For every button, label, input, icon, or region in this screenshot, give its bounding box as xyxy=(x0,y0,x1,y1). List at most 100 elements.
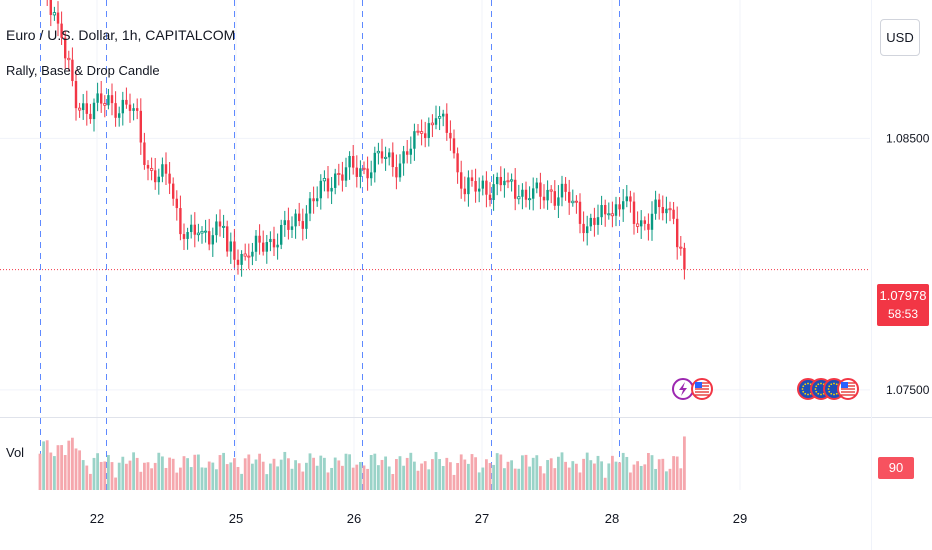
eu-star xyxy=(820,382,822,385)
volume-bar xyxy=(593,463,596,490)
candle-up xyxy=(496,176,499,185)
volume-bar xyxy=(373,453,377,490)
volume-bar xyxy=(589,460,593,490)
candle-down xyxy=(419,131,424,134)
eu-star xyxy=(830,383,833,386)
candle-up xyxy=(509,179,514,182)
eu-star xyxy=(802,385,805,388)
candle-down xyxy=(449,132,452,139)
candle-up xyxy=(492,184,495,200)
candle-up xyxy=(434,118,438,125)
candle-up xyxy=(427,123,430,138)
volume-bar xyxy=(596,455,600,490)
candle-down xyxy=(154,170,157,183)
volume-legend[interactable]: Vol xyxy=(6,445,25,460)
candle-down xyxy=(146,164,150,169)
volume-bar xyxy=(189,467,193,490)
candle-down xyxy=(312,198,315,202)
volume-bar xyxy=(661,458,665,490)
symbol-legend[interactable]: Euro / U.S. Dollar, 1h, CAPITALCOM xyxy=(6,27,236,43)
eu-star xyxy=(835,383,838,386)
volume-bar xyxy=(81,460,85,490)
candle-down xyxy=(64,37,67,59)
candle-down xyxy=(610,213,615,217)
candle-up xyxy=(571,200,575,204)
candle-down xyxy=(618,204,621,210)
volume-bar xyxy=(366,468,369,490)
candle-down xyxy=(574,200,579,203)
volume-bar xyxy=(114,477,117,490)
eu-star xyxy=(804,392,807,395)
candle-up xyxy=(521,189,524,197)
currency-button[interactable]: USD xyxy=(880,19,920,56)
volume-bar xyxy=(132,452,135,490)
volume-value-badge: 90 xyxy=(878,457,914,479)
indicator-legend[interactable]: Rally, Base & Drop Candle xyxy=(6,63,160,78)
candle-down xyxy=(463,188,466,195)
candle-down xyxy=(658,199,661,208)
volume-bar xyxy=(506,461,510,490)
volume-bar xyxy=(427,469,431,490)
volume-bar xyxy=(553,468,557,490)
candle-up xyxy=(190,224,193,233)
volume-bar xyxy=(683,436,686,490)
volume-bar xyxy=(621,452,625,490)
volume-bar xyxy=(423,461,427,490)
volume-bar xyxy=(535,455,539,490)
volume-bar xyxy=(575,463,578,490)
volume-bar xyxy=(312,457,315,490)
volume-bar xyxy=(647,452,650,490)
volume-bar xyxy=(499,454,503,490)
time-axis-label: 25 xyxy=(229,511,243,526)
volume-bar xyxy=(186,458,189,490)
volume-bar xyxy=(243,458,247,490)
volume-bar xyxy=(521,455,524,490)
volume-bar xyxy=(207,461,211,490)
candle-up xyxy=(640,220,643,227)
volume-bar xyxy=(125,463,128,490)
eu-star xyxy=(833,382,835,385)
candle-down xyxy=(298,213,301,222)
candle-down xyxy=(632,201,636,224)
volume-bar xyxy=(63,455,67,490)
volume-bar xyxy=(445,457,449,490)
volume-bar xyxy=(405,457,409,490)
lightning-bolt xyxy=(679,382,687,396)
volume-bar xyxy=(247,454,251,490)
candle-down xyxy=(103,103,107,106)
volume-bar xyxy=(488,463,492,490)
volume-bar xyxy=(546,460,549,490)
candle-up xyxy=(82,103,85,111)
volume-bar xyxy=(348,454,351,490)
volume-bar xyxy=(438,459,441,490)
candle-down xyxy=(676,218,679,248)
candle-down xyxy=(236,259,240,265)
candle-down xyxy=(74,81,78,109)
candle-down xyxy=(272,238,276,248)
price-axis-label: 1.08500 xyxy=(886,131,930,145)
candle-down xyxy=(341,174,344,181)
candle-up xyxy=(254,235,258,252)
volume-bar xyxy=(503,468,506,490)
candle-down xyxy=(326,178,330,192)
volume-bar xyxy=(283,451,287,490)
volume-bar xyxy=(78,450,81,490)
volume-bar xyxy=(470,454,474,490)
volume-bar xyxy=(107,455,110,490)
volume-bar xyxy=(96,453,99,490)
volume-bar xyxy=(456,462,459,490)
candle-up xyxy=(528,198,532,201)
volume-bar xyxy=(431,459,434,490)
time-axis-label: 29 xyxy=(733,511,747,526)
eu-star xyxy=(820,393,822,396)
volume-bar xyxy=(229,462,233,490)
candle-down xyxy=(474,180,477,192)
volume-bar xyxy=(650,455,654,490)
price-axis-label: 1.07500 xyxy=(886,383,930,397)
candle-up xyxy=(319,180,322,199)
volume-bar xyxy=(380,459,384,490)
candle-down xyxy=(564,183,567,192)
candle-down xyxy=(110,95,114,104)
